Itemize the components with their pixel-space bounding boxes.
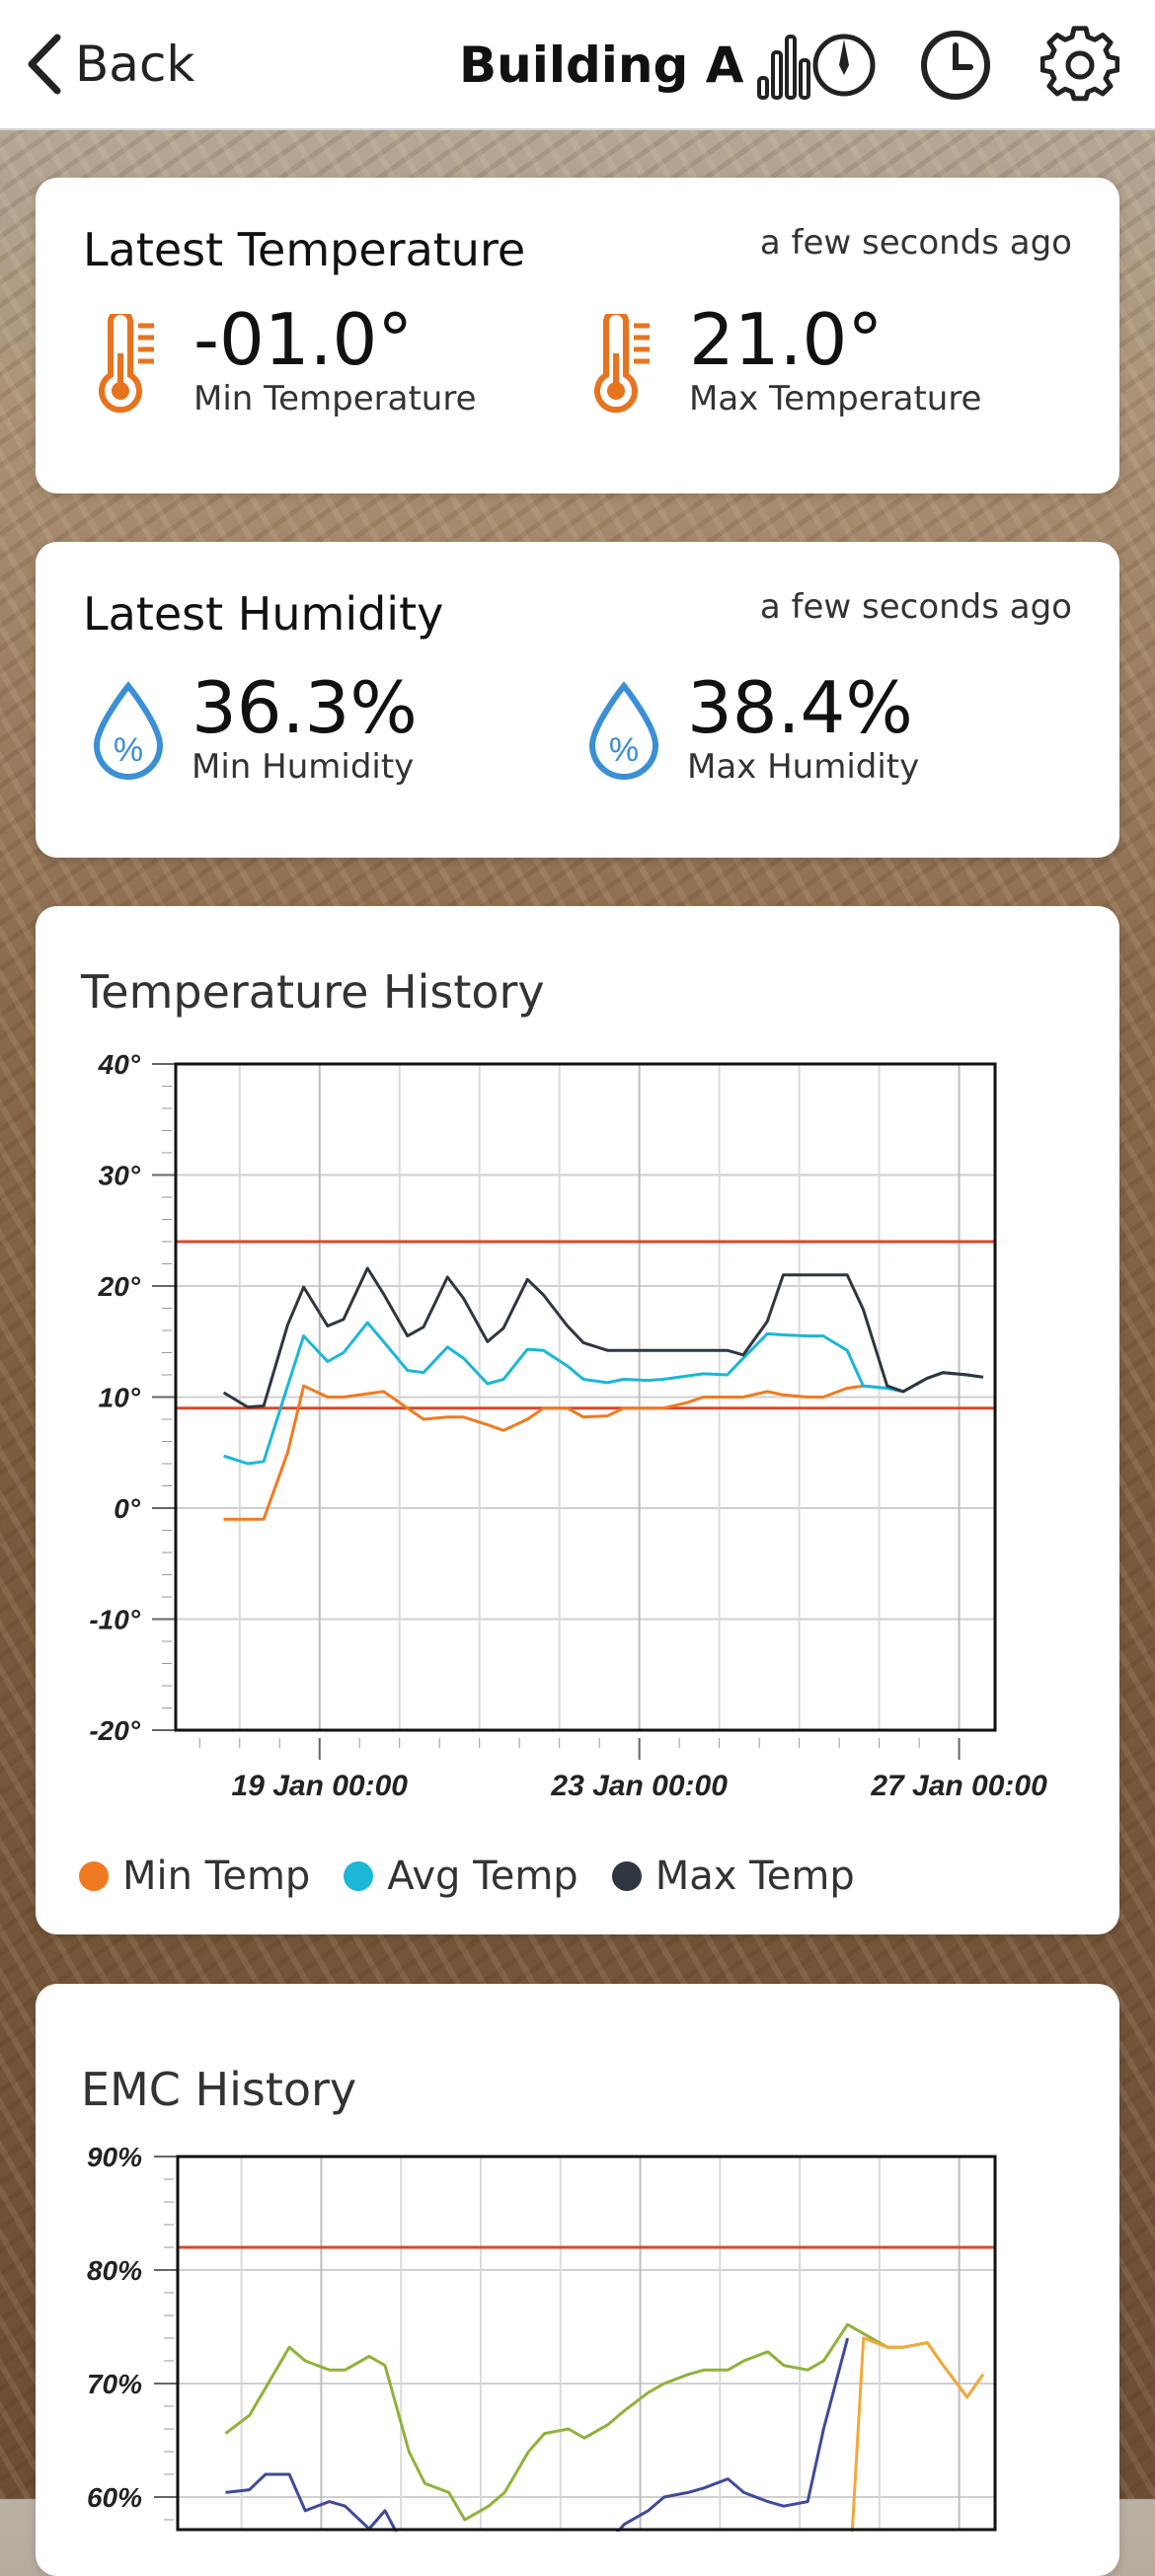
legend-label: Min Temp <box>122 1854 311 1899</box>
page-title: Building A <box>459 37 744 94</box>
max-temperature: 21.0° Max Temperature <box>590 300 982 422</box>
max-humidity-value: 38.4% <box>687 666 913 749</box>
timestamp: a few seconds ago <box>759 223 1072 263</box>
y-tick-label: 90% <box>87 2142 142 2172</box>
min-humidity-label: Min Humidity <box>192 747 415 787</box>
back-label: Back <box>75 36 195 93</box>
latest-humidity-card: Latest Humidity a few seconds ago % 36.3… <box>36 542 1119 858</box>
y-tick-label: 30° <box>99 1161 141 1191</box>
chart-title: Temperature History <box>81 965 545 1019</box>
y-tick-label: 40° <box>98 1049 141 1080</box>
thermometer-icon <box>99 314 154 414</box>
legend-item-avg-temp[interactable]: Avg Temp <box>344 1854 578 1899</box>
legend-item-max-temp[interactable]: Max Temp <box>611 1854 855 1899</box>
min-temperature-label: Min Temperature <box>193 379 477 418</box>
legend-dot <box>344 1861 374 1891</box>
latest-temperature-card: Latest Temperature a few seconds ago -01… <box>36 178 1119 493</box>
legend-label: Max Temp <box>654 1854 855 1899</box>
min-temperature: -01.0° Min Temperature <box>95 300 477 422</box>
back-button[interactable]: Back <box>24 30 194 99</box>
y-tick-label: 20° <box>98 1271 141 1302</box>
legend-dot <box>611 1861 642 1891</box>
y-tick-label: 0° <box>114 1493 141 1524</box>
humidity-drop-icon: % <box>93 681 164 780</box>
x-tick-label: 27 Jan 00:00 <box>870 1770 1047 1802</box>
bar-chart-icon[interactable] <box>755 31 816 100</box>
chevron-left-icon <box>28 34 61 95</box>
card-title: Latest Temperature <box>83 223 526 276</box>
min-humidity-value: 36.3% <box>192 666 418 749</box>
svg-text:%: % <box>114 731 143 769</box>
x-tick-label: 19 Jan 00:00 <box>232 1770 409 1802</box>
y-tick-label: 10° <box>99 1383 141 1413</box>
max-temperature-value: 21.0° <box>689 298 884 381</box>
emc-chart[interactable]: 90% 80% 70% 60% <box>36 2117 1119 2532</box>
legend-label: Avg Temp <box>387 1854 578 1899</box>
min-humidity: % 36.3% Min Humidity <box>89 668 418 787</box>
min-temperature-value: -01.0° <box>193 298 414 381</box>
card-title: Latest Humidity <box>83 587 444 641</box>
navigation-bar: Back Building A <box>0 0 1155 130</box>
series-line <box>224 2322 985 2522</box>
plot-frame <box>174 1062 997 1732</box>
legend-dot <box>79 1861 109 1891</box>
chart-title: EMC History <box>81 2063 357 2116</box>
y-tick-label: 70% <box>87 2369 142 2399</box>
max-temperature-label: Max Temperature <box>689 379 982 418</box>
max-humidity: % 38.4% Max Humidity <box>584 668 920 787</box>
temperature-history-card: Temperature History 40° 30° 20° 10° 0° -10° -2… <box>36 906 1119 1934</box>
page-title-group: Building A <box>459 28 816 103</box>
temperature-chart[interactable]: 40° 30° 20° 10° 0° -10° -20° 19 Jan 00:00 23 Jan… <box>36 1024 1119 1932</box>
clock-icon[interactable] <box>916 26 995 105</box>
compass-icon[interactable] <box>805 26 884 105</box>
y-tick-label: 60% <box>87 2482 142 2513</box>
x-tick-label: 23 Jan 00:00 <box>550 1770 728 1802</box>
legend-item-min-temp[interactable]: Min Temp <box>79 1854 310 1899</box>
thermometer-icon <box>594 314 650 414</box>
y-tick-label: 80% <box>87 2255 142 2286</box>
svg-text:%: % <box>609 731 639 769</box>
series-line <box>222 1266 984 1409</box>
humidity-drop-icon: % <box>588 681 659 780</box>
gear-icon[interactable] <box>1040 26 1119 105</box>
y-tick-label: -10° <box>89 1605 140 1635</box>
timestamp: a few seconds ago <box>759 587 1072 627</box>
chart-legend: Min Temp Avg Temp Max Temp <box>79 1854 855 1899</box>
emc-history-card: EMC History 90% 80% 70% 60% <box>36 1984 1119 2576</box>
series-line <box>223 1321 984 1466</box>
y-tick-label: -20° <box>89 1715 140 1746</box>
series-line <box>223 1371 984 1521</box>
max-humidity-label: Max Humidity <box>687 747 920 787</box>
